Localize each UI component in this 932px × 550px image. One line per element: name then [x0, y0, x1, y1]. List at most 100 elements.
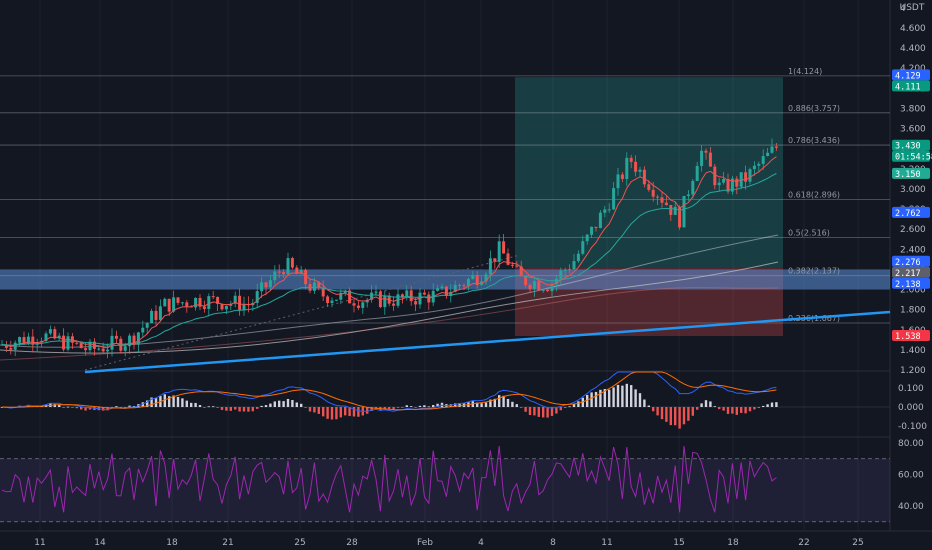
macd-histogram-bar	[515, 404, 518, 407]
price-badge-text: 2.138	[895, 280, 921, 290]
macd-histogram-bar	[282, 401, 285, 407]
macd-histogram-bar	[731, 407, 734, 414]
candle-body	[150, 310, 154, 324]
candle-body	[453, 284, 457, 292]
candle-body	[290, 258, 294, 268]
time-tick-label: 25	[294, 538, 305, 548]
candle-body	[559, 270, 563, 279]
macd-histogram-bar	[317, 407, 320, 414]
macd-histogram-bar	[278, 400, 281, 407]
candle-body	[70, 336, 74, 343]
macd-histogram-bar	[401, 407, 404, 408]
candle-body	[735, 178, 739, 187]
trend-line[interactable]	[84, 310, 891, 374]
candle-body	[343, 290, 347, 293]
macd-histogram-bar	[753, 407, 756, 410]
macd-histogram-bar	[740, 407, 743, 413]
candle-body	[590, 226, 594, 235]
candle-body	[625, 157, 629, 179]
candle-body	[286, 258, 290, 275]
candle-body	[757, 163, 761, 166]
macd-histogram-bar	[53, 404, 56, 407]
macd-histogram-bar	[295, 402, 298, 407]
price-badge	[892, 167, 930, 179]
candle-body	[700, 150, 704, 166]
macd-histogram-bar	[172, 395, 175, 407]
candle-body	[198, 297, 202, 307]
macd-histogram-bar	[238, 407, 241, 412]
candle-body	[158, 306, 162, 320]
macd-pane	[0, 371, 890, 429]
candle-body	[216, 296, 220, 304]
candle-body	[101, 348, 105, 352]
macd-histogram-bar	[146, 400, 149, 407]
macd-histogram-bar	[432, 405, 435, 407]
macd-histogram-bar	[357, 407, 360, 417]
candle-body	[0, 344, 4, 346]
macd-histogram-bar	[726, 407, 730, 414]
macd-histogram-bar	[762, 405, 765, 407]
macd-histogram-bar	[687, 407, 690, 421]
macd-histogram-bar	[251, 407, 254, 412]
price-badge-text: 3.430	[895, 142, 921, 152]
macd-histogram-bar	[616, 384, 620, 407]
macd-histogram-bar	[212, 406, 215, 408]
macd-histogram-bar	[625, 383, 628, 407]
candle-body	[374, 291, 378, 293]
fib-level-label: 0.382(2.137)	[788, 267, 840, 276]
macd-histogram-bar	[194, 402, 197, 407]
macd-histogram-bar	[550, 407, 554, 416]
macd-histogram-bar	[674, 407, 677, 426]
macd-histogram-bar	[405, 405, 408, 407]
candle-body	[651, 189, 655, 197]
macd-histogram-bar	[168, 396, 171, 407]
moving-average-trend	[0, 287, 779, 361]
time-tick-label: 15	[673, 538, 684, 548]
macd-histogram-bar	[608, 389, 611, 407]
candle-body	[585, 234, 589, 242]
macd-histogram-bar	[704, 400, 708, 407]
candle-body	[774, 146, 778, 148]
time-axis[interactable]: 11 14 18 21 25 28 Feb 4 8 11 15 18 22 25	[34, 538, 863, 548]
candle-body	[515, 265, 519, 267]
candle-body	[260, 282, 264, 292]
candle-body	[612, 188, 616, 210]
candle-body	[717, 182, 721, 186]
fib-retracement[interactable]: 1(4.124) 0.886(3.757) 0.786(3.436) 0.618(2.…	[0, 67, 890, 324]
rsi-tick-label: 60.00	[898, 471, 924, 481]
candle-body	[207, 296, 211, 309]
macd-histogram-bar	[110, 407, 114, 408]
macd-histogram-bar	[154, 397, 158, 407]
macd-histogram-bar	[660, 407, 664, 420]
support-zone[interactable]	[0, 269, 890, 290]
candle-body	[669, 205, 673, 215]
candle-body	[172, 297, 176, 312]
price-badge-text: 01:54:58	[895, 153, 932, 163]
candle-body	[638, 169, 642, 172]
macd-histogram-bar	[528, 407, 532, 416]
candle-body	[53, 329, 57, 339]
macd-histogram-bar	[352, 407, 356, 417]
price-tick-label: 3.600	[900, 125, 926, 135]
macd-histogram-bar	[770, 402, 774, 407]
macd-histogram-bar	[71, 407, 74, 408]
macd-histogram-bar	[388, 407, 391, 410]
candle-body	[449, 291, 453, 296]
price-badges: 4.1294.1113.43001:54:583.1502.7622.2762.…	[892, 69, 932, 342]
macd-histogram-bar	[322, 407, 325, 417]
candle-body	[722, 179, 726, 183]
candle-body	[321, 287, 325, 297]
macd-histogram-bar	[370, 407, 373, 411]
price-badge	[892, 206, 930, 218]
macd-histogram-bar	[542, 407, 545, 418]
macd-histogram-bar	[300, 403, 303, 407]
candle-body	[748, 169, 752, 182]
macd-histogram-bar	[643, 399, 646, 407]
candle-body	[475, 275, 479, 285]
macd-histogram-bar	[383, 407, 386, 409]
macd-histogram-bar	[652, 407, 655, 412]
long-position-target-zone[interactable]	[515, 77, 783, 268]
candle-body	[295, 267, 299, 275]
candle-body	[128, 335, 132, 347]
